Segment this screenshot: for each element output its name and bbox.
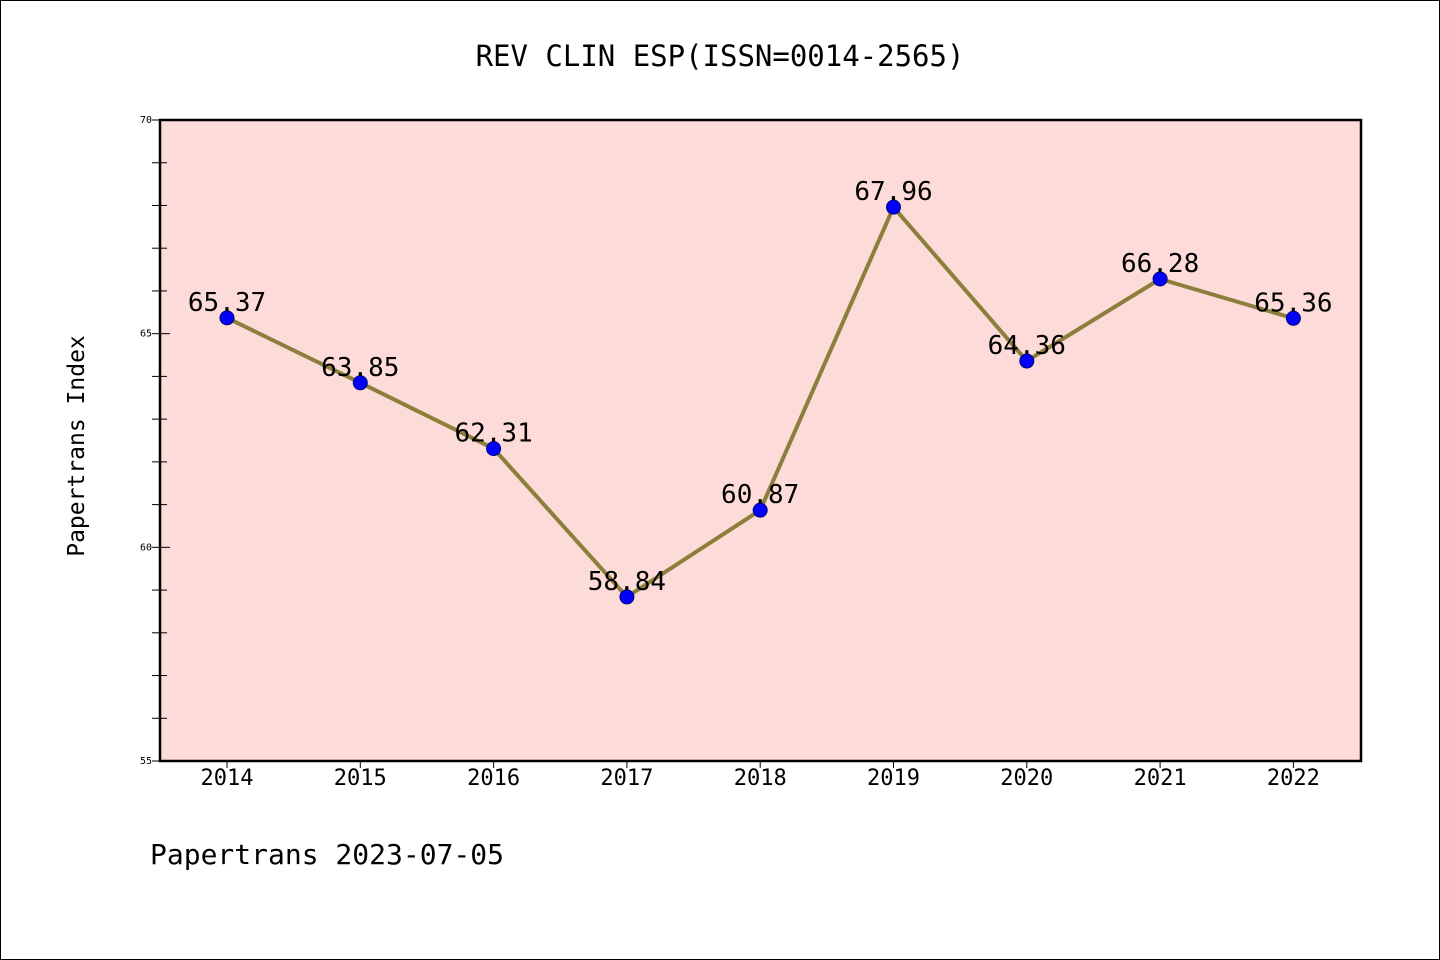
data-label: 58.84 — [588, 567, 666, 597]
y-tick-label: 55 — [140, 756, 152, 767]
x-tick-label: 2015 — [334, 766, 387, 791]
plot-border — [158, 118, 1363, 763]
y-tick-label: 70 — [140, 115, 152, 126]
data-label: 64.36 — [988, 331, 1066, 361]
data-label: 66.28 — [1121, 249, 1199, 279]
x-tick-label: 2020 — [1000, 766, 1053, 791]
x-tick-label: 2019 — [867, 766, 920, 791]
data-point — [219, 310, 235, 326]
y-axis-label: Papertrans Index — [64, 335, 90, 557]
chart-title: REV CLIN ESP(ISSN=0014-2565) — [476, 39, 965, 73]
data-point — [352, 375, 368, 391]
data-label: 62.31 — [454, 419, 532, 449]
x-tick-label: 2014 — [201, 766, 254, 791]
x-tick-label: 2016 — [467, 766, 520, 791]
x-tick-label: 2018 — [734, 766, 787, 791]
x-tick-label: 2022 — [1267, 766, 1320, 791]
x-tick-label: 2017 — [600, 766, 653, 791]
data-labels: 65.37 63.85 62.31 58.84 60.87 67.96 64.36 66.28… — [188, 177, 1333, 597]
data-point — [752, 502, 768, 518]
data-label: 65.37 — [188, 288, 266, 318]
x-tick-label: 2021 — [1134, 766, 1187, 791]
data-point — [619, 589, 635, 605]
y-tick-label: 60 — [140, 542, 152, 553]
data-point — [486, 441, 502, 457]
x-axis: 2014 2015 2016 2017 2018 2019 2020 2021 2022 — [201, 761, 1320, 791]
data-point — [886, 199, 901, 215]
data-label: 67.96 — [854, 177, 932, 207]
plot-area — [160, 120, 1361, 761]
data-markers — [219, 199, 1301, 605]
data-point — [1285, 310, 1301, 326]
data-point — [1152, 271, 1168, 287]
data-label: 63.85 — [321, 353, 399, 383]
y-tick-label: 65 — [140, 329, 152, 340]
data-label: 65.36 — [1254, 288, 1332, 318]
footer-text: Papertrans 2023-07-05 — [150, 838, 504, 871]
data-label: 60.87 — [721, 480, 799, 510]
data-point — [1019, 353, 1035, 369]
